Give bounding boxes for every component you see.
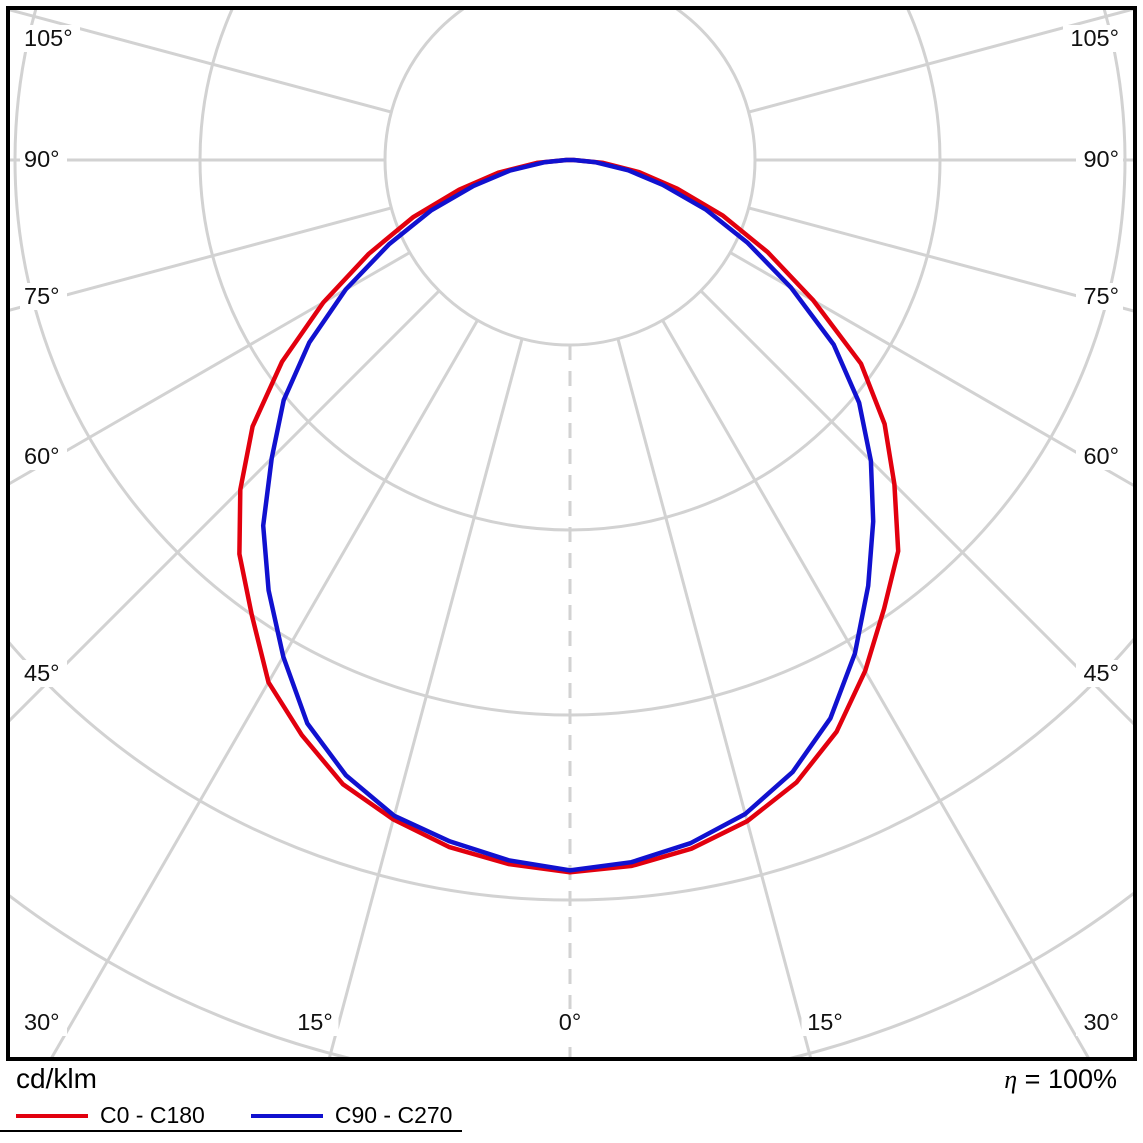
tick-label-bg <box>20 443 67 470</box>
grid-spoke <box>616 338 812 1057</box>
grid-spoke <box>10 10 392 114</box>
efficiency-label: η = 100% <box>1004 1064 1117 1095</box>
tick-label-bg <box>20 25 80 52</box>
legend-item: C0 - C180 <box>16 1102 205 1129</box>
legend-divider <box>0 1130 462 1132</box>
eta-equals: = <box>1024 1064 1041 1094</box>
angle-tick-label: 45° <box>24 660 60 686</box>
tick-label-bg <box>553 1009 587 1036</box>
tick-label-bg <box>1076 1009 1123 1036</box>
tick-label-bg <box>1063 25 1123 52</box>
angle-tick-label: 105° <box>1070 25 1119 51</box>
tick-label-bg <box>20 146 67 173</box>
legend-label: C90 - C270 <box>334 1102 453 1128</box>
angle-tick-label: 0° <box>559 1009 581 1035</box>
angle-tick-label: 90° <box>24 146 60 172</box>
grid-spoke <box>328 338 524 1057</box>
grid-spoke <box>10 206 392 312</box>
grid-spoke <box>699 289 1133 726</box>
eta-symbol: η <box>1004 1065 1018 1094</box>
angle-tick-label: 30° <box>1083 1009 1119 1035</box>
curve-c0-c180 <box>237 157 901 875</box>
plot-border <box>6 6 1137 1061</box>
angle-tick-label: 75° <box>24 283 60 309</box>
footer: cd/klm η = 100% C0 - C180 C90 - C270 <box>0 1061 1143 1143</box>
tick-label-bg <box>1076 660 1123 687</box>
legend-swatch <box>250 1113 323 1118</box>
angle-tick-label: 75° <box>1083 283 1119 309</box>
grid-spoke <box>10 251 411 486</box>
eta-value: 100% <box>1047 1064 1117 1094</box>
angle-tick-label: 30° <box>24 1009 60 1035</box>
grid-spoke <box>50 319 479 1057</box>
grid-spoke <box>729 251 1133 487</box>
angle-tick-label: 15° <box>297 1009 333 1035</box>
angle-tick-label: 90° <box>1083 146 1119 172</box>
polar-chart-svg: 105° 90° 75° 60° 45° 30° 105° 90° 75° 60° 45° 30° 15… <box>6 6 1137 1061</box>
grid-spoke <box>748 10 1133 114</box>
legend-swatch <box>16 1113 88 1118</box>
angle-tick-label: 105° <box>24 25 73 51</box>
tick-label-bg <box>801 1009 849 1036</box>
angle-tick-label: 15° <box>807 1009 843 1035</box>
tick-label-bg <box>291 1009 339 1036</box>
curve-c90-c270 <box>260 157 876 873</box>
grid-spoke <box>748 206 1133 313</box>
angle-tick-label: 60° <box>24 443 60 469</box>
tick-label-bg <box>1076 283 1123 310</box>
angle-tick-label: 45° <box>1083 660 1119 686</box>
grid-ring <box>383 10 757 347</box>
grid-spoke <box>661 319 1090 1057</box>
radial-unit-label: cd/klm <box>16 1063 97 1094</box>
tick-label-bg <box>20 660 67 687</box>
angle-tick-label: 60° <box>1083 443 1119 469</box>
legend-item: C90 - C270 <box>250 1102 453 1129</box>
tick-label-bg <box>20 283 67 310</box>
legend-label: C0 - C180 <box>100 1102 205 1128</box>
tick-label-bg <box>1076 146 1123 173</box>
tick-label-bg <box>20 1009 67 1036</box>
legend: C0 - C180 C90 - C270 <box>16 1102 452 1129</box>
tick-label-bg <box>1076 443 1123 470</box>
